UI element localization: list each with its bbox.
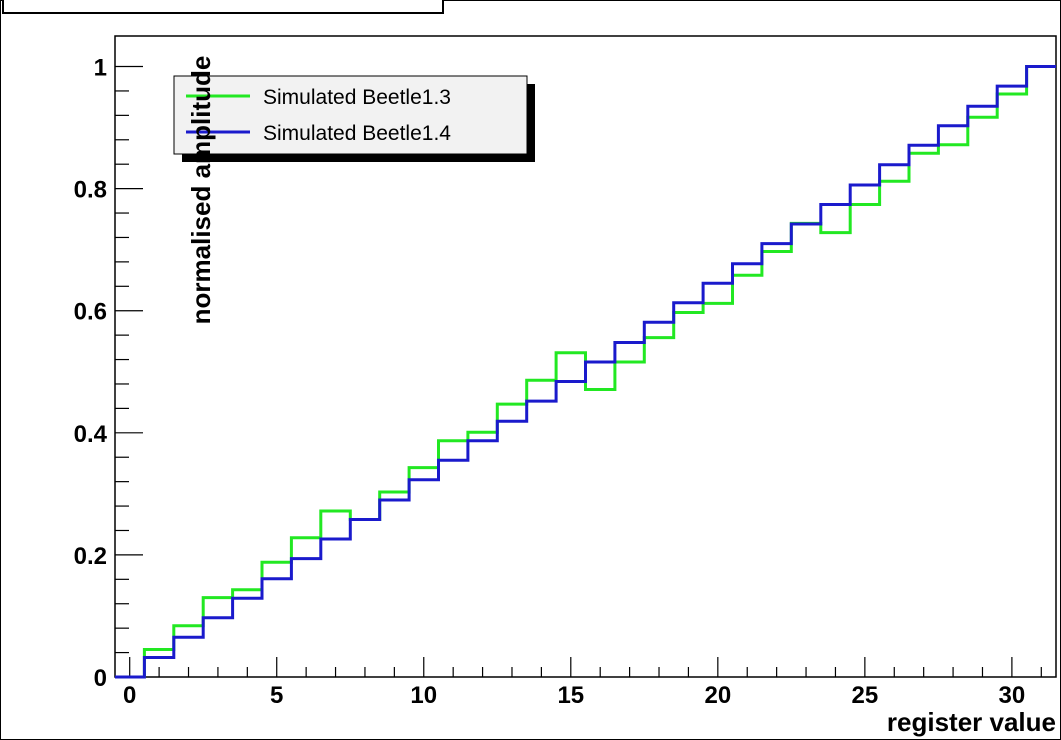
y-tick-label: 1 <box>94 55 107 82</box>
axes: 0 5 10 15 20 25 30 0 0.2 0.4 0.6 0.8 1 <box>74 55 1042 709</box>
legend-box <box>173 75 528 155</box>
legend-label-beetle13: Simulated Beetle1.3 <box>263 86 451 109</box>
y-tick-label: 0 <box>94 665 107 692</box>
x-tick-label: 30 <box>999 682 1026 709</box>
legend: Simulated Beetle1.3 Simulated Beetle1.4 <box>173 75 535 162</box>
x-tick-label: 5 <box>270 682 283 709</box>
x-axis-title: register value <box>887 707 1056 737</box>
title-box <box>2 0 444 14</box>
series-group <box>115 65 1056 679</box>
x-tick-label: 10 <box>410 682 437 709</box>
x-tick-label: 25 <box>852 682 879 709</box>
y-axis-title: normalised amplitude <box>186 56 216 325</box>
y-tick-label: 0.4 <box>74 421 108 448</box>
x-tick-label: 0 <box>123 682 136 709</box>
x-tick-label: 15 <box>557 682 584 709</box>
legend-label-beetle14: Simulated Beetle1.4 <box>263 122 451 145</box>
series-line-beetle14 <box>115 65 1056 679</box>
y-tick-label: 0.6 <box>74 299 107 326</box>
y-tick-label: 0.8 <box>74 177 107 204</box>
y-tick-label: 0.2 <box>74 543 107 570</box>
x-tick-label: 20 <box>704 682 731 709</box>
